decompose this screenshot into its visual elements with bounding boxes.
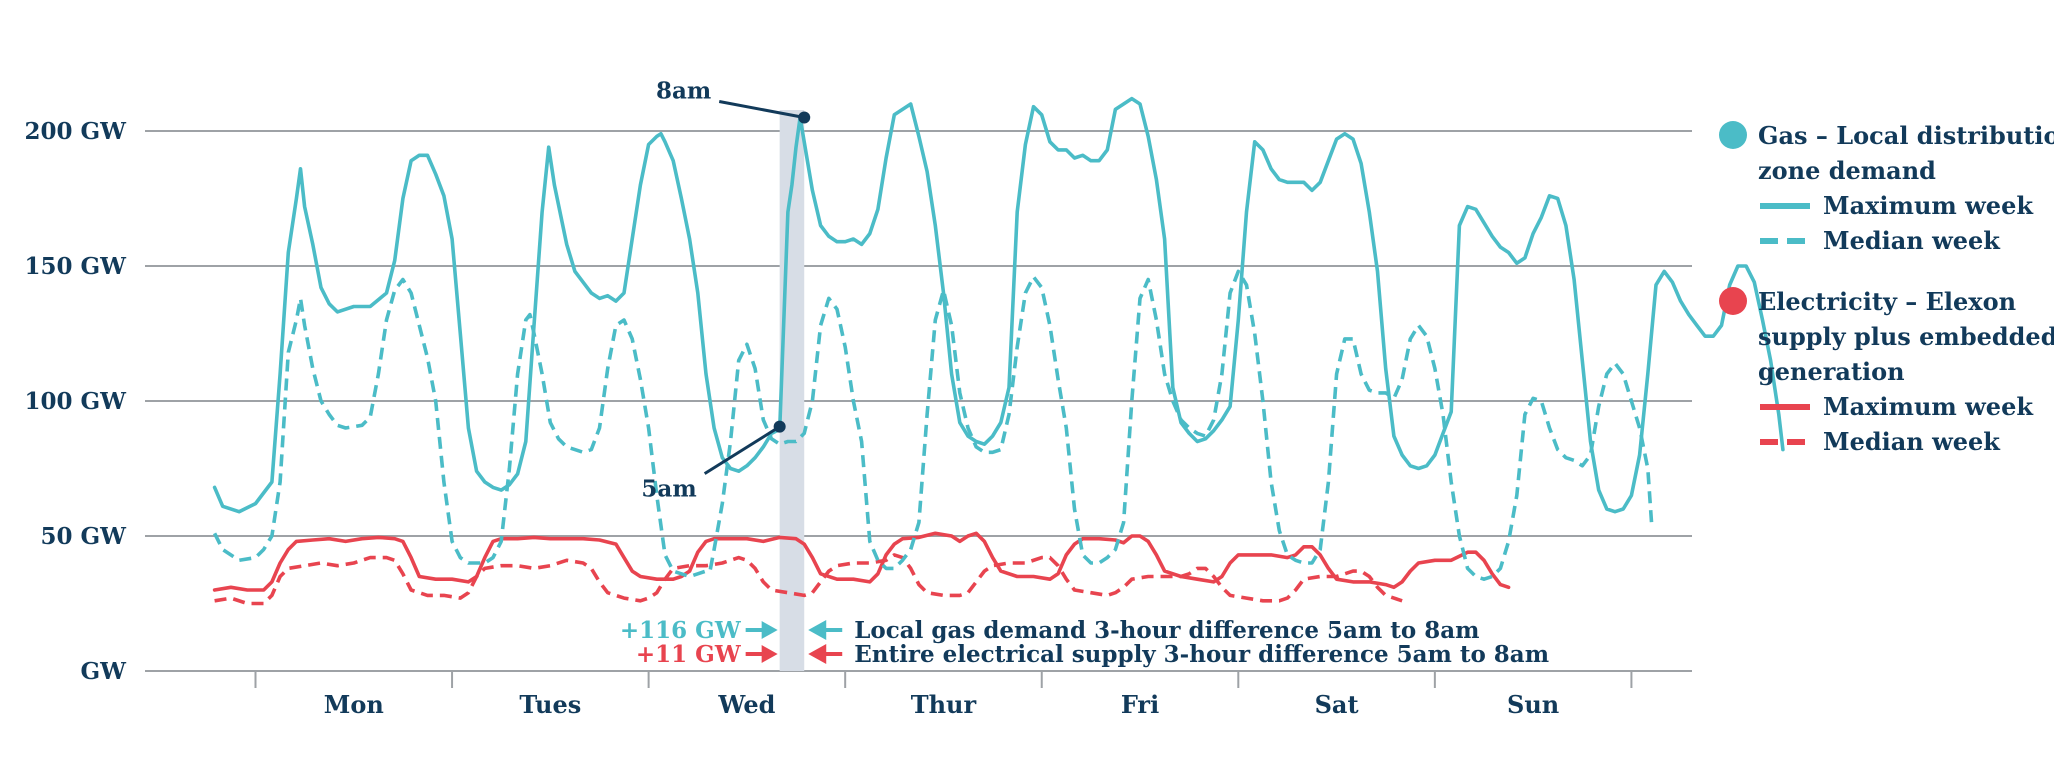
highlight-band-5am-8am xyxy=(779,110,805,671)
y-tick-label-150: 150 GW xyxy=(25,253,128,280)
arrow-in-icon-1 xyxy=(745,645,778,663)
legend-group-title-1-0: Electricity – Elexon xyxy=(1758,287,2016,316)
x-tick-label-thur: Thur xyxy=(911,690,977,719)
x-tick-label-fri: Fri xyxy=(1121,690,1159,719)
legend-group-title-1-2: generation xyxy=(1758,357,1905,386)
y-tick-label-100: 100 GW xyxy=(25,388,128,415)
annotation-label-8am: 8am xyxy=(656,78,711,105)
highlight-band-layer xyxy=(779,110,805,671)
series-elec-max xyxy=(212,531,1511,592)
difference-value-0: +116 GW xyxy=(620,617,742,644)
legend-group-title-0-0: Gas – Local distribution xyxy=(1758,121,2054,150)
legend: Gas – Local distribution zone demand Maxim… xyxy=(1719,121,2054,456)
legend-group-title-0-1: zone demand xyxy=(1758,156,1936,185)
annotation-layer: 8am 5am xyxy=(641,78,811,503)
x-tick-label-sun: Sun xyxy=(1507,690,1559,719)
legend-item-label-0-1: Median week xyxy=(1823,226,2001,255)
x-tick-label-mon: Mon xyxy=(324,690,384,719)
legend-group-title-1-1: supply plus embedded xyxy=(1758,322,2054,351)
series-gas-median xyxy=(212,269,1654,581)
annotation-leader-5am xyxy=(703,425,781,475)
annotation-label-5am: 5am xyxy=(641,476,696,503)
arrow-back-icon-0 xyxy=(808,620,843,640)
y-axis: GW 50 GW 100 GW 150 GW 200 GW xyxy=(25,118,128,685)
difference-value-1: +11 GW xyxy=(636,641,742,668)
arrow-back-icon-1 xyxy=(808,644,843,664)
series-elec-median xyxy=(214,553,1403,606)
difference-text-0: Local gas demand 3-hour difference 5am t… xyxy=(854,617,1479,644)
series-gas-max xyxy=(212,96,1785,514)
legend-item-label-1-0: Maximum week xyxy=(1823,392,2034,421)
legend-group-dot-0 xyxy=(1719,121,1747,149)
legend-item-label-0-0: Maximum week xyxy=(1823,191,2034,220)
x-tick-label-sat: Sat xyxy=(1315,690,1359,719)
annotation-leader-8am xyxy=(718,100,805,119)
y-tick-label-0: GW xyxy=(81,658,128,685)
annotation-point-8am xyxy=(798,111,811,124)
legend-item-label-1-1: Median week xyxy=(1823,427,2001,456)
x-axis: Mon Tues Wed Thur Fri Sat Sun xyxy=(254,671,1633,719)
legend-group-dot-1 xyxy=(1719,287,1747,315)
series-layer xyxy=(212,96,1785,606)
grid-lines xyxy=(145,130,1692,672)
y-tick-label-50: 50 GW xyxy=(41,523,128,550)
x-tick-label-tues: Tues xyxy=(519,690,581,719)
difference-notes: +116 GW Local gas demand 3-hour differenc… xyxy=(620,617,1549,668)
x-tick-label-wed: Wed xyxy=(717,690,775,719)
annotation-point-5am xyxy=(773,420,786,433)
arrow-in-icon-0 xyxy=(745,621,778,639)
difference-text-1: Entire electrical supply 3-hour differen… xyxy=(854,641,1549,668)
y-tick-label-200: 200 GW xyxy=(25,118,128,145)
